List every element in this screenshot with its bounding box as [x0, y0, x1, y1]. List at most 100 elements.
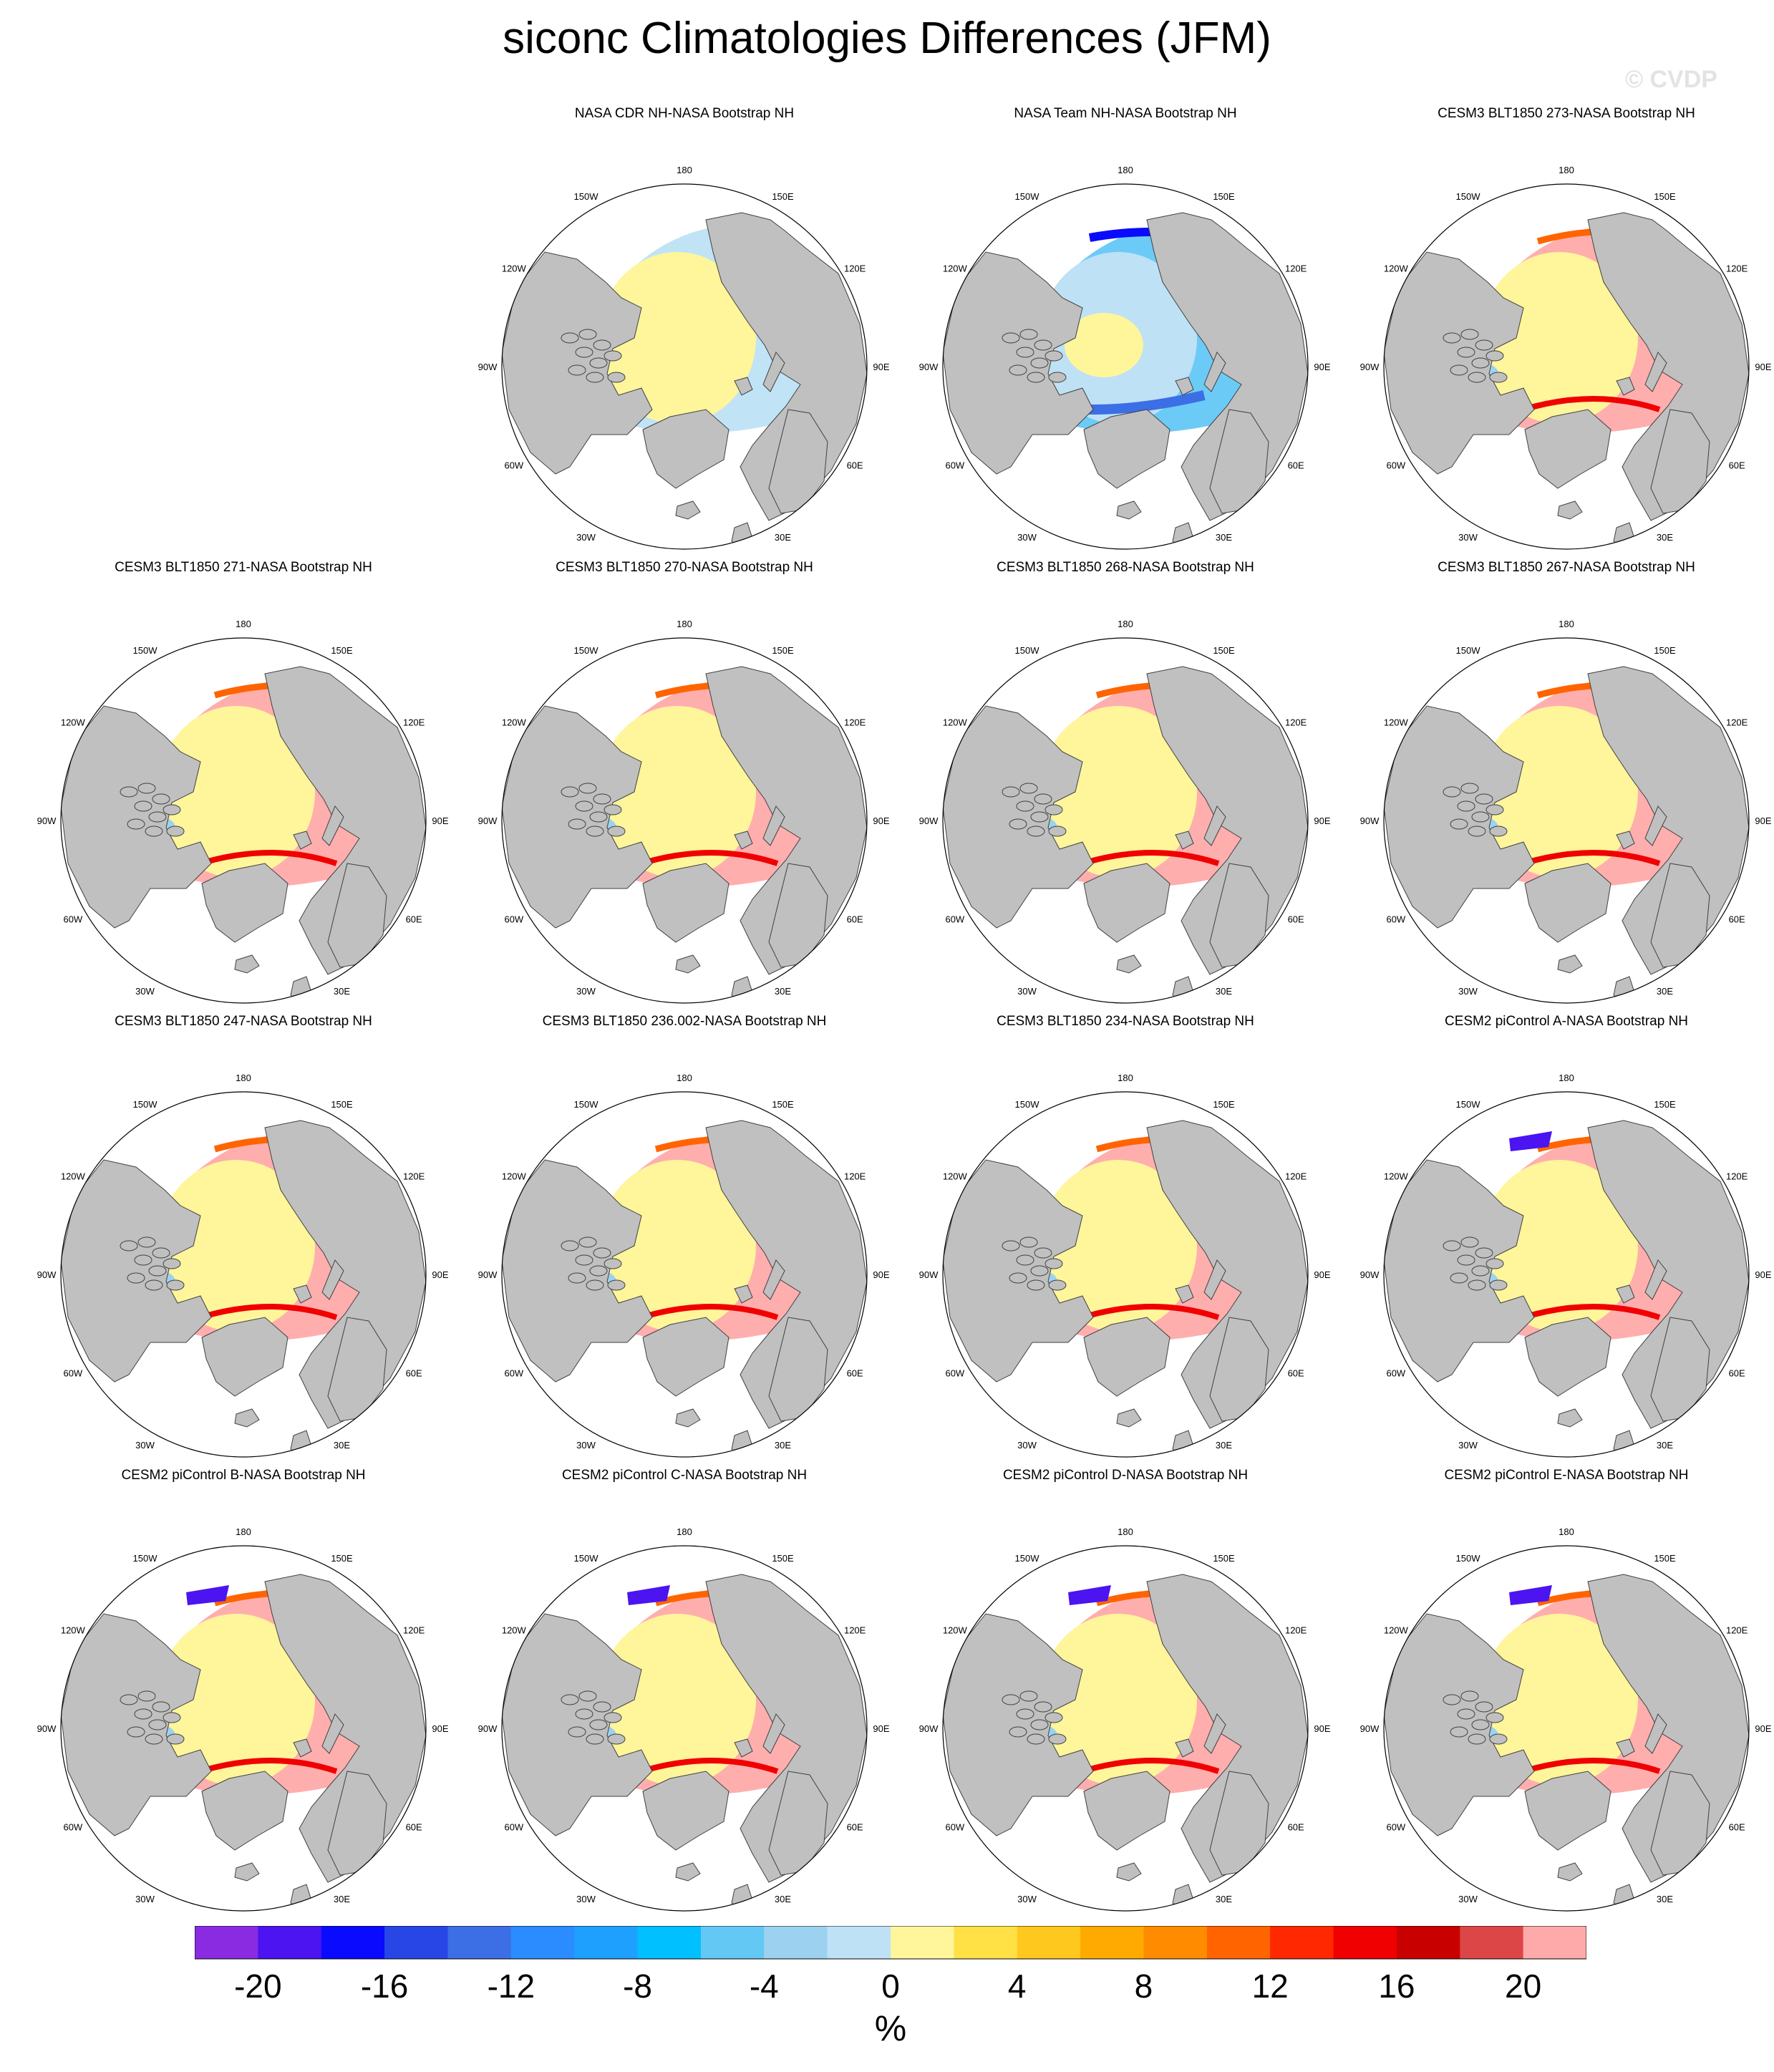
polar-map: 180150E120E90E60E30E030W60W90W120W150W: [1360, 1073, 1772, 1458]
island: [575, 800, 593, 812]
longitude-label: 60E: [1729, 914, 1745, 925]
longitude-label: 30W: [1458, 1894, 1478, 1904]
map-boundary: [1383, 1545, 1750, 1912]
land-mass: [1616, 831, 1635, 850]
island: [607, 1733, 626, 1745]
land-mass: [1524, 1771, 1611, 1851]
longitude-label: 60E: [1729, 1822, 1745, 1833]
longitude-label: 120W: [1384, 1625, 1409, 1636]
longitude-label: 180: [236, 1073, 251, 1083]
island: [604, 350, 622, 362]
land-mass: [502, 1613, 653, 1836]
colorbar-tick-label: -16: [361, 1967, 408, 2005]
land-mass: [943, 1613, 1094, 1836]
longitude-label: 90E: [1755, 815, 1771, 826]
island: [163, 804, 181, 815]
land-mass: [1116, 500, 1142, 520]
island: [604, 1258, 622, 1269]
longitude-label: 150W: [1456, 645, 1481, 656]
island: [1471, 1719, 1490, 1730]
island: [586, 1279, 604, 1291]
land-mass: [1175, 1738, 1194, 1758]
colorbar-tick-label: 20: [1505, 1967, 1541, 2005]
land-mass: [1083, 409, 1170, 489]
longitude-label: 120W: [1384, 1171, 1409, 1182]
land-mass: [1616, 1738, 1635, 1758]
island: [586, 372, 604, 383]
land-mass: [1524, 863, 1611, 943]
colorbar-box: [384, 1926, 448, 1959]
island: [127, 1726, 145, 1738]
land-mass: [1083, 1317, 1170, 1397]
island: [593, 793, 611, 805]
land-mass: [1644, 352, 1667, 392]
island: [1443, 786, 1461, 798]
longitude-label: 60E: [1729, 460, 1745, 471]
longitude-label: 120W: [1384, 263, 1409, 274]
longitude-label: 60W: [63, 1822, 82, 1833]
longitude-label: 60W: [504, 1822, 523, 1833]
longitude-label: 90E: [1755, 362, 1771, 372]
longitude-label: 60E: [1288, 914, 1304, 925]
longitude-label: 120E: [403, 1625, 425, 1636]
land-mass: [1175, 831, 1194, 850]
longitude-label: 60W: [945, 1822, 964, 1833]
land-mass: [1116, 1408, 1142, 1428]
longitude-label: 150E: [1213, 1553, 1235, 1564]
panel-title: CESM2 piControl B-NASA Bootstrap NH: [121, 1468, 366, 1483]
longitude-label: 30E: [1216, 1894, 1232, 1904]
map-panel: CESM2 piControl C-NASA Bootstrap NH 180 15…: [470, 1468, 899, 1922]
longitude-label: 30E: [775, 532, 791, 543]
longitude-label: 60W: [63, 1368, 82, 1379]
island: [1009, 818, 1027, 830]
land-mass: [1116, 1862, 1142, 1882]
figure-title: siconc Climatologies Differences (JFM): [503, 14, 1271, 63]
central-arctic-field: [1480, 1160, 1638, 1332]
longitude-label: 30W: [576, 986, 596, 997]
longitude-label: 30W: [1458, 532, 1478, 543]
longitude-label: 90E: [1755, 1269, 1771, 1280]
longitude-label: 90W: [478, 362, 498, 372]
longitude-label: 60E: [406, 1822, 422, 1833]
longitude-label: 90E: [1314, 1723, 1330, 1734]
island: [589, 357, 608, 369]
land-mass: [762, 352, 785, 392]
colorbar: -20 -16 -12 -8 -4 0 4 8 12 16 20%: [194, 1925, 1587, 2066]
panel-title: CESM2 piControl A-NASA Bootstrap NH: [1444, 1014, 1689, 1029]
polar-map: 180150E120E90E60E30E030W60W90W120W150W: [919, 1073, 1331, 1458]
longitude-label: 120E: [844, 1171, 866, 1182]
colorbar-tick-label: 0: [881, 1967, 900, 2005]
longitude-label: 180: [1559, 1526, 1574, 1537]
island: [1030, 1265, 1049, 1277]
colorbar-box: [510, 1926, 575, 1959]
island: [1019, 1236, 1038, 1248]
colorbar-box: [1396, 1926, 1460, 1959]
polar-map: 180150E120E90E60E30E030W60W90W120W150W: [478, 165, 890, 550]
longitude-label: 60E: [1288, 1822, 1304, 1833]
longitude-label: 120E: [403, 1171, 425, 1182]
island: [604, 1712, 622, 1723]
longitude-label: 90W: [37, 1269, 57, 1280]
island: [578, 783, 597, 794]
island: [152, 1247, 170, 1259]
colorbar-box: [1460, 1926, 1524, 1959]
land-mass: [1203, 1713, 1226, 1754]
island: [589, 1719, 608, 1730]
land-mass: [61, 1613, 212, 1836]
longitude-label: 60W: [504, 460, 523, 471]
watermark: © CVDP: [1625, 66, 1717, 93]
panel-title: CESM2 piControl E-NASA Bootstrap NH: [1444, 1468, 1689, 1483]
longitude-label: 180: [1559, 1073, 1574, 1083]
longitude-label: 60E: [1288, 1368, 1304, 1379]
polar-map: 180150E120E90E60E30E030W60W90W120W150W: [478, 619, 890, 1004]
land-mass: [1083, 863, 1170, 943]
panel-title: CESM3 BLT1850 270-NASA Bootstrap NH: [556, 560, 813, 575]
longitude-label: 90W: [919, 362, 939, 372]
island: [1019, 1690, 1038, 1702]
longitude-label: 30E: [334, 1894, 350, 1904]
longitude-label: 120E: [1285, 1171, 1307, 1182]
island: [1457, 1254, 1475, 1266]
longitude-label: 90E: [873, 1269, 889, 1280]
longitude-label: 60E: [847, 460, 863, 471]
island: [604, 804, 622, 815]
